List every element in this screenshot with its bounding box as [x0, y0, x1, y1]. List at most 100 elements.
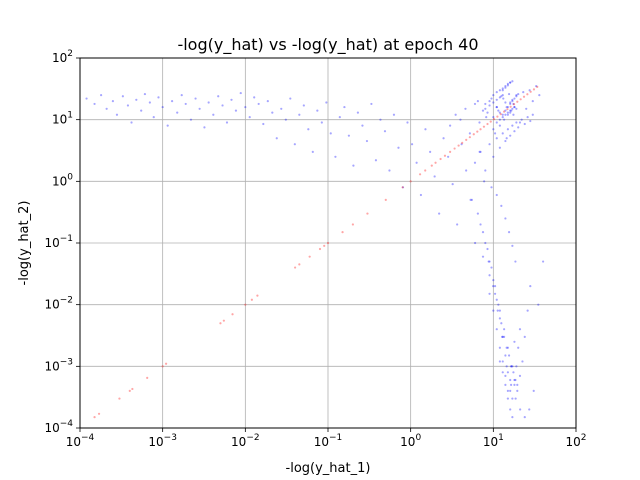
blue-data-point: [289, 97, 292, 100]
blue-data-point: [271, 111, 274, 114]
x-tick-label: 10−3: [148, 433, 177, 449]
blue-data-point: [484, 107, 487, 110]
red-data-point: [536, 85, 539, 88]
blue-data-point: [221, 104, 224, 107]
blue-data-point: [248, 116, 251, 119]
blue-data-point: [495, 121, 498, 124]
blue-data-point: [207, 101, 210, 104]
blue-data-point: [501, 360, 504, 363]
blue-data-point: [484, 241, 487, 245]
blue-data-point: [485, 116, 488, 119]
blue-data-point: [488, 274, 491, 277]
red-data-point: [468, 136, 471, 139]
blue-data-point: [460, 143, 463, 146]
blue-data-point: [451, 183, 454, 186]
red-data-point: [499, 113, 502, 116]
blue-data-point: [490, 97, 493, 100]
red-data-point: [472, 133, 475, 136]
red-data-point: [461, 141, 464, 144]
y-tick-base: 10: [52, 174, 67, 188]
blue-data-point: [519, 408, 522, 411]
blue-data-point: [501, 132, 504, 135]
blue-data-point: [157, 96, 160, 99]
blue-data-point: [498, 118, 501, 121]
x-tick-base: 10: [400, 435, 415, 449]
y-tick-label: 101: [52, 111, 73, 127]
red-data-point: [250, 298, 253, 301]
blue-data-point: [511, 124, 514, 127]
blue-data-point: [481, 231, 485, 234]
blue-data-point: [505, 137, 508, 140]
blue-data-point: [516, 383, 519, 386]
blue-data-point: [514, 397, 517, 400]
blue-data-point: [506, 397, 509, 400]
blue-data-point: [275, 137, 278, 140]
blue-data-point: [492, 94, 495, 97]
blue-data-point: [244, 105, 247, 109]
blue-data-point: [501, 335, 504, 339]
blue-data-point: [135, 98, 138, 101]
blue-data-point: [483, 180, 486, 183]
blue-data-point: [490, 266, 493, 269]
blue-data-point: [284, 118, 287, 121]
blue-data-point: [484, 102, 487, 106]
blue-data-point: [194, 97, 197, 100]
blue-data-point: [538, 94, 541, 97]
y-tick-base: 10: [44, 298, 59, 312]
blue-data-point: [438, 212, 441, 215]
blue-data-point: [512, 113, 515, 116]
blue-data-point: [510, 109, 513, 112]
blue-data-point: [488, 100, 491, 103]
blue-data-point: [515, 121, 518, 124]
blue-data-point: [528, 89, 531, 92]
blue-data-point: [495, 90, 498, 94]
x-tick-exponent: −2: [246, 433, 259, 443]
red-data-point: [476, 130, 479, 133]
blue-data-point: [511, 416, 514, 419]
blue-data-point: [511, 80, 514, 83]
blue-data-point: [504, 86, 507, 89]
blue-data-point: [325, 101, 328, 104]
blue-data-point: [105, 107, 108, 110]
blue-data-point: [203, 126, 206, 129]
blue-data-point: [506, 113, 509, 116]
blue-data-point: [383, 130, 387, 133]
blue-data-point: [506, 346, 509, 349]
blue-data-point: [509, 111, 512, 114]
y-tick-exponent: −3: [60, 357, 73, 367]
blue-data-point: [509, 383, 513, 386]
blue-data-point: [474, 241, 477, 245]
blue-data-point: [352, 164, 355, 167]
y-tick-label: 10−3: [44, 357, 73, 373]
y-tick-base: 10: [44, 359, 59, 373]
blue-data-point: [518, 121, 522, 124]
blue-data-point: [293, 143, 296, 146]
red-data-point: [526, 93, 529, 96]
x-tick-base: 10: [565, 435, 580, 449]
blue-data-point: [516, 389, 519, 392]
blue-data-point: [504, 101, 507, 104]
red-data-point: [401, 186, 404, 189]
blue-data-point: [302, 104, 305, 107]
blue-data-point: [217, 95, 220, 98]
red-data-point: [522, 95, 526, 98]
blue-data-point: [528, 408, 531, 411]
chart-title: -log(y_hat) vs -log(y_hat) at epoch 40: [177, 35, 478, 55]
blue-data-point: [406, 121, 409, 124]
blue-data-point: [529, 285, 532, 288]
blue-data-point: [478, 121, 481, 124]
blue-data-point: [152, 116, 155, 119]
blue-data-point: [365, 139, 369, 143]
blue-data-point: [495, 105, 498, 109]
blue-data-point: [487, 260, 490, 263]
red-data-point: [532, 88, 536, 91]
blue-data-point: [507, 231, 511, 234]
blue-data-point: [513, 105, 516, 109]
blue-data-point: [479, 150, 482, 154]
y-tick-exponent: −2: [60, 296, 73, 306]
blue-data-point: [514, 378, 517, 382]
x-tick-label: 101: [483, 433, 504, 449]
x-tick-exponent: −1: [329, 433, 342, 443]
blue-data-point: [504, 383, 507, 386]
red-data-point: [231, 313, 234, 316]
